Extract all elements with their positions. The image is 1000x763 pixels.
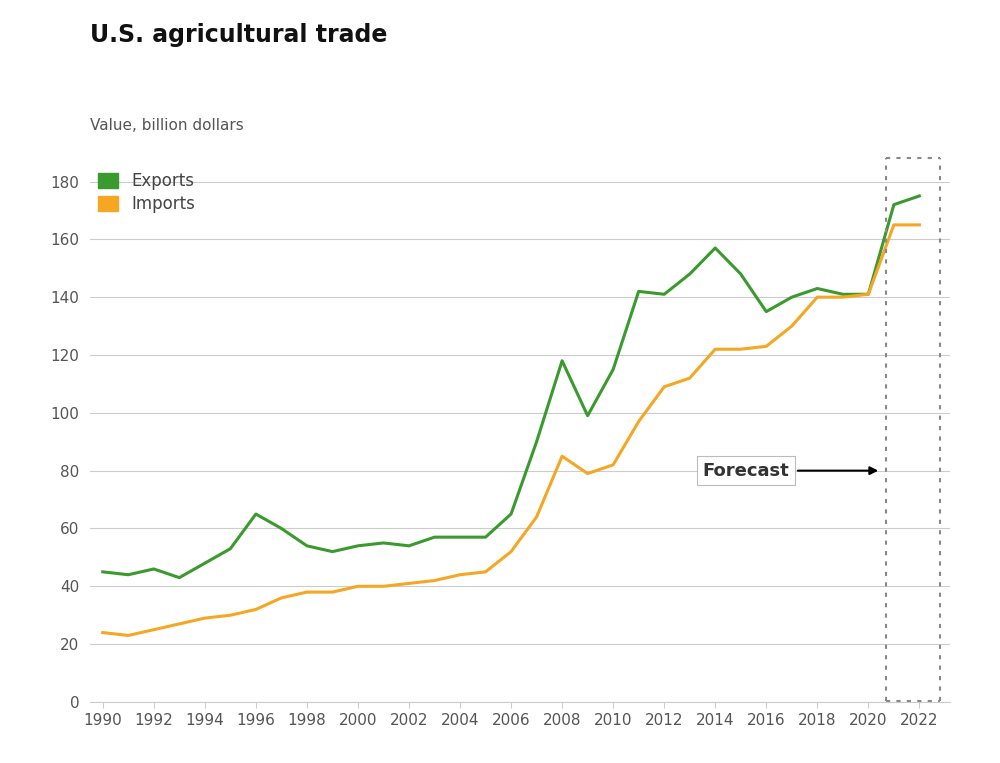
Legend: Exports, Imports: Exports, Imports bbox=[98, 172, 196, 213]
Text: U.S. agricultural trade: U.S. agricultural trade bbox=[90, 23, 387, 47]
Text: Value, billion dollars: Value, billion dollars bbox=[90, 118, 244, 134]
Text: Forecast: Forecast bbox=[702, 462, 876, 480]
